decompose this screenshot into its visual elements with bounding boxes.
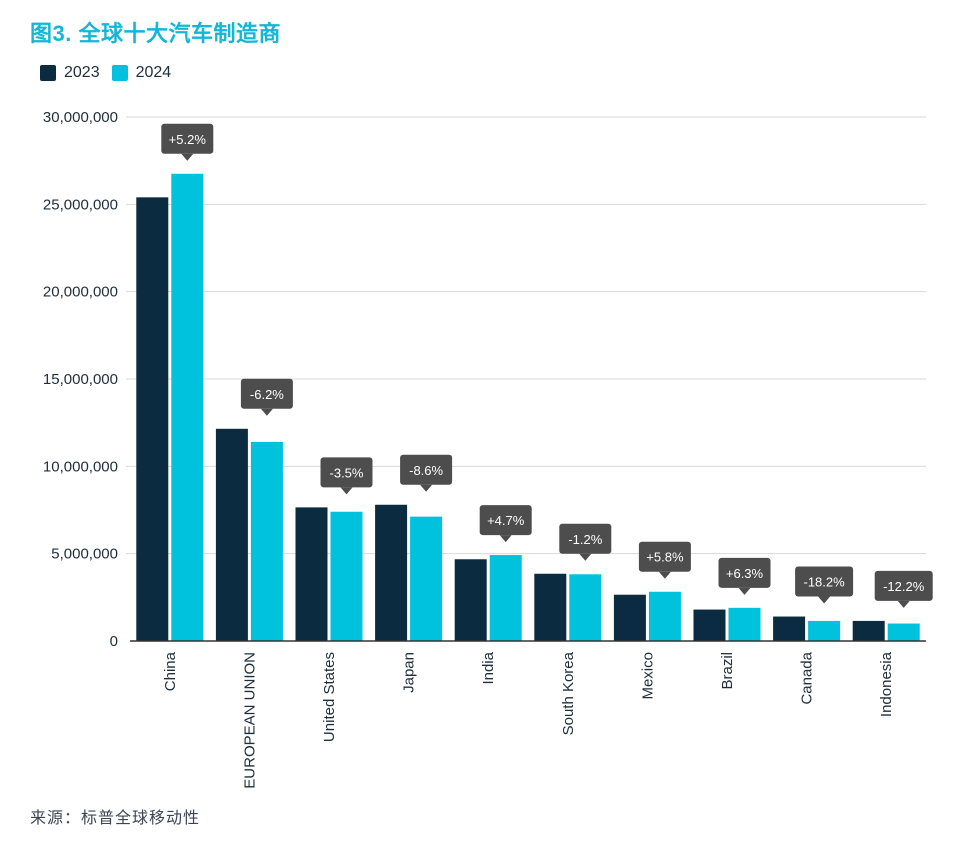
change-callout-box (479, 505, 532, 536)
x-category-label: Japan (401, 652, 418, 693)
bar-2024 (728, 607, 761, 641)
axis-layer: 0 5,000,000 10,000,000 15,000,000 20,000,000… (43, 109, 926, 650)
change-callout-pointer (897, 600, 910, 608)
change-callout-box (240, 378, 293, 409)
change-callout-pointer (658, 571, 671, 579)
change-callout-label: -12.2% (883, 579, 925, 594)
bar-2023 (852, 620, 885, 641)
x-category-label: Indonesia (878, 651, 895, 717)
change-callout-label: +4.7% (487, 513, 525, 528)
y-tick-label: 25,000,000 (43, 196, 118, 213)
x-category-label: EUROPEAN UNION (241, 652, 258, 789)
legend-item-2023: 2023 (40, 64, 100, 82)
legend-label-2024: 2024 (135, 64, 172, 81)
x-category-label: South Korea (560, 651, 577, 735)
bar-2023 (295, 507, 328, 641)
y-tick-label: 15,000,000 (43, 371, 118, 388)
change-callout-label: -18.2% (803, 575, 845, 590)
change-callout-label: +5.2% (169, 132, 207, 147)
change-callout-label: +5.8% (646, 550, 684, 565)
change-callout-pointer (340, 487, 353, 495)
change-callout-label: +6.3% (726, 566, 764, 581)
x-category-label: China (162, 651, 179, 691)
bar-chart: 0 5,000,000 10,000,000 15,000,000 20,000,000… (43, 109, 933, 789)
y-tick-label: 30,000,000 (43, 109, 118, 126)
bar-2024 (250, 441, 283, 641)
bar-2024 (489, 555, 522, 641)
bar-2023 (534, 573, 567, 641)
x-category-label: India (480, 651, 497, 684)
change-callout-pointer (499, 535, 512, 543)
legend-swatch-2024 (111, 65, 128, 81)
change-callout-box (161, 123, 214, 154)
bar-2024 (648, 591, 681, 641)
bar-2023 (375, 504, 408, 641)
bar-2024 (569, 574, 602, 641)
bar-2023 (136, 197, 169, 641)
bar-2023 (215, 428, 248, 641)
y-tick-label: 0 (110, 633, 118, 650)
change-callout-label: -8.6% (409, 463, 443, 478)
bar-2023 (454, 559, 487, 641)
x-category-label: Brazil (719, 652, 736, 690)
bar-2024 (808, 620, 841, 641)
change-callout-label: -6.2% (250, 387, 284, 402)
y-tick-label: 5,000,000 (51, 546, 118, 563)
x-category-label: Mexico (639, 652, 656, 700)
change-callout-box (320, 457, 373, 488)
change-callout-pointer (420, 484, 433, 492)
bar-2024 (410, 516, 443, 641)
y-tick-label: 10,000,000 (43, 458, 118, 475)
bar-2024 (171, 173, 204, 641)
change-callout-box (638, 541, 691, 572)
change-callout-pointer (818, 596, 831, 604)
x-category-label: Canada (799, 651, 816, 704)
change-callout-label: -1.2% (568, 532, 602, 547)
legend-swatch-2023 (40, 65, 56, 81)
source-note: 来源：标普全球移动性 (30, 810, 201, 827)
change-callout-box (795, 566, 854, 597)
change-callout-pointer (579, 553, 592, 561)
change-callout-pointer (181, 153, 194, 161)
legend-item-2024: 2024 (111, 64, 172, 82)
change-callout-pointer (738, 587, 751, 595)
change-callout-box (559, 523, 612, 554)
legend: 2023 2024 (40, 64, 171, 82)
y-tick-label: 20,000,000 (43, 284, 118, 301)
bar-2024 (330, 511, 363, 641)
chart-title: 图3. 全球十大汽车制造商 (30, 21, 281, 46)
change-callout-label: -3.5% (330, 465, 364, 480)
bar-2023 (773, 616, 806, 641)
legend-label-2023: 2023 (64, 64, 100, 81)
change-callout-pointer (260, 408, 273, 416)
x-category-label: United States (321, 652, 338, 742)
bar-2024 (887, 623, 920, 641)
bars-layer (136, 173, 920, 641)
change-callout-box (718, 557, 771, 588)
bar-2023 (693, 609, 726, 641)
change-callout-box (874, 570, 933, 601)
bar-2023 (613, 594, 646, 641)
label-layer: China EUROPEAN UNION United States Japan Ind… (162, 651, 895, 788)
callout-layer: +5.2% -6.2% -3.5% -8.6% +4.7% -1.2% +5.8% +6.3%… (161, 123, 933, 608)
change-callout-box (400, 454, 453, 485)
